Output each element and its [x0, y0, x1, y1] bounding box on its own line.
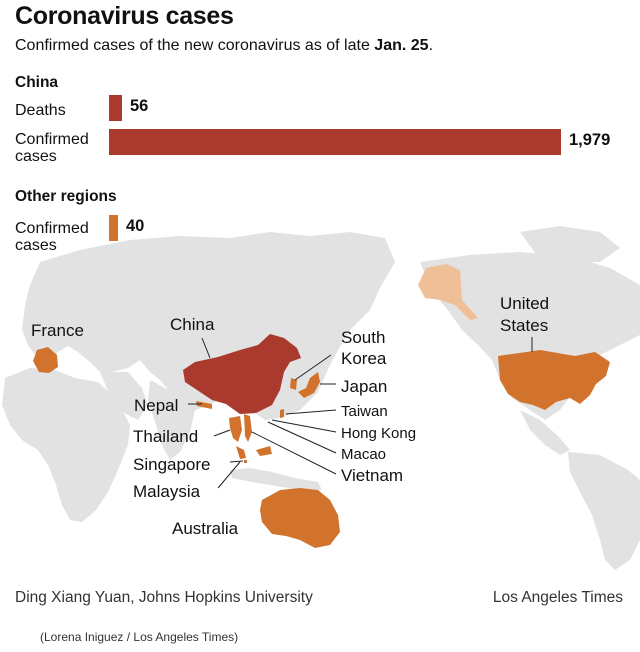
label-south-korea-line2: Korea [341, 349, 387, 368]
group-title-china: China [15, 74, 59, 91]
label-united-states-line1: United [500, 294, 549, 313]
label-south-korea-line1: South [341, 328, 385, 347]
landmass-central-america [520, 410, 570, 455]
label-united-states-line2: States [500, 316, 548, 335]
taiwan-shape [280, 409, 284, 418]
label-singapore: Singapore [133, 455, 211, 474]
bar-china-deaths [109, 95, 122, 121]
landmass-greenland [520, 226, 620, 262]
leader-korea [294, 354, 332, 381]
leader-malaysia [217, 461, 241, 489]
row-label-deaths: Deaths [15, 102, 66, 119]
korea-shape [290, 378, 297, 390]
leader-hong-kong [271, 419, 337, 433]
france-shape [33, 347, 58, 373]
leader-china [201, 337, 211, 359]
subtitle-date: Jan. 25 [374, 37, 429, 54]
world-map: France China South Korea Japan Nepal Tai… [2, 226, 640, 570]
label-hong-kong: Hong Kong [341, 425, 416, 442]
malaysia-shape [236, 446, 272, 459]
landmass-indonesia [230, 468, 322, 490]
nepal-shape [196, 401, 212, 409]
australia-shape [260, 488, 340, 548]
landmass-africa [2, 368, 130, 522]
page-title: Coronavirus cases [15, 2, 234, 30]
row-label-confirmed-china-line1: Confirmed [15, 131, 89, 148]
row-label-confirmed-other-line1: Confirmed [15, 220, 89, 237]
landmass-south-america [568, 452, 640, 570]
alaska-shape [418, 264, 478, 320]
label-france: France [31, 321, 84, 340]
source-text: Ding Xiang Yuan, Johns Hopkins Universit… [15, 589, 313, 606]
row-label-confirmed-other-line2: cases [15, 237, 57, 254]
leader-singapore [229, 460, 244, 463]
china-shape [183, 334, 301, 414]
label-vietnam: Vietnam [341, 466, 403, 485]
thailand-shape [229, 416, 242, 442]
label-macao: Macao [341, 446, 386, 463]
us-shape [498, 350, 610, 410]
label-australia: Australia [172, 519, 239, 538]
subtitle-end: . [428, 37, 434, 54]
vietnam-shape [244, 414, 252, 442]
label-thailand: Thailand [133, 427, 198, 446]
leader-macao [267, 421, 337, 454]
bar-value-other-confirmed: 40 [126, 217, 145, 235]
japan-shape [298, 372, 320, 398]
label-china: China [170, 315, 215, 334]
label-malaysia: Malaysia [133, 482, 201, 501]
landmass-india [148, 380, 195, 460]
land-background [2, 226, 640, 570]
label-japan: Japan [341, 377, 387, 396]
row-label-confirmed-china-line2: cases [15, 148, 57, 165]
landmass-eurasia [22, 232, 395, 420]
publisher-text: Los Angeles Times [492, 589, 623, 606]
leader-vietnam [251, 431, 337, 475]
leader-thailand [213, 429, 231, 437]
leader-taiwan [285, 409, 337, 415]
label-nepal: Nepal [134, 396, 178, 415]
subtitle: Confirmed cases of the new coronavirus a… [15, 37, 433, 55]
group-title-other-regions: Other regions [15, 188, 117, 205]
subtitle-text: Confirmed cases of the new coronavirus a… [15, 37, 375, 54]
label-taiwan: Taiwan [341, 403, 388, 420]
leader-lines [188, 337, 533, 489]
photo-credit: (Lorena Iniguez / Los Angeles Times) [40, 630, 239, 644]
landmass-arabia [100, 372, 148, 420]
bar-china-confirmed [109, 129, 561, 155]
singapore-shape [244, 460, 247, 463]
bar-value-china-confirmed: 1,979 [569, 131, 611, 149]
bar-value-china-deaths: 56 [130, 97, 149, 115]
bar-other-confirmed [109, 215, 118, 241]
